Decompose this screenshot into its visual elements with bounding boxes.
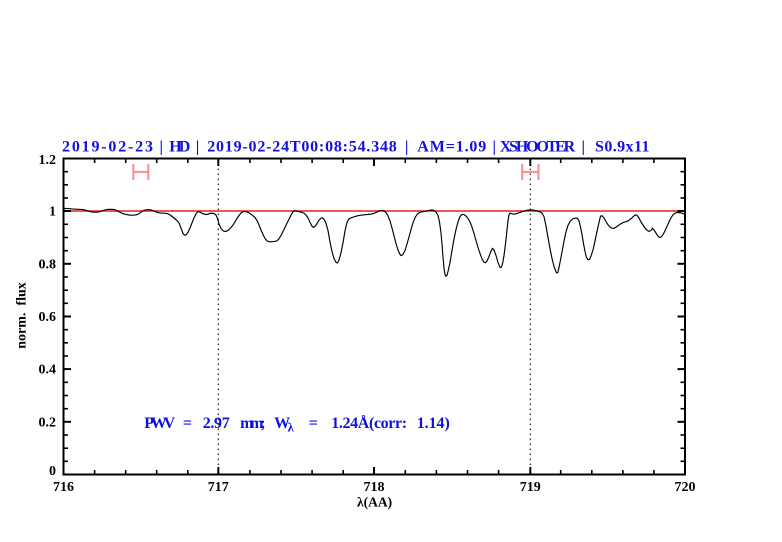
svg-text:716: 716 <box>53 480 74 495</box>
svg-text:λ(AA): λ(AA) <box>357 495 392 510</box>
svg-text:719: 719 <box>520 480 541 495</box>
svg-text:0.4: 0.4 <box>39 363 57 378</box>
svg-text:0.2: 0.2 <box>39 415 57 430</box>
svg-text:717: 717 <box>208 480 229 495</box>
svg-text:1.2: 1.2 <box>39 153 57 168</box>
svg-text:718: 718 <box>364 480 385 495</box>
svg-text:norm. flux: norm. flux <box>15 282 30 349</box>
svg-text:0.6: 0.6 <box>39 310 57 325</box>
svg-text:0.8: 0.8 <box>39 257 57 272</box>
svg-text:0: 0 <box>49 464 56 479</box>
svg-text:720: 720 <box>675 480 696 495</box>
svg-text:1: 1 <box>49 205 56 220</box>
svg-text:2019-02-23|HD|2019-02-24T00:08: 2019-02-23 | HD | 2019-02-24T00:08:54.348 | AM… <box>62 138 650 155</box>
